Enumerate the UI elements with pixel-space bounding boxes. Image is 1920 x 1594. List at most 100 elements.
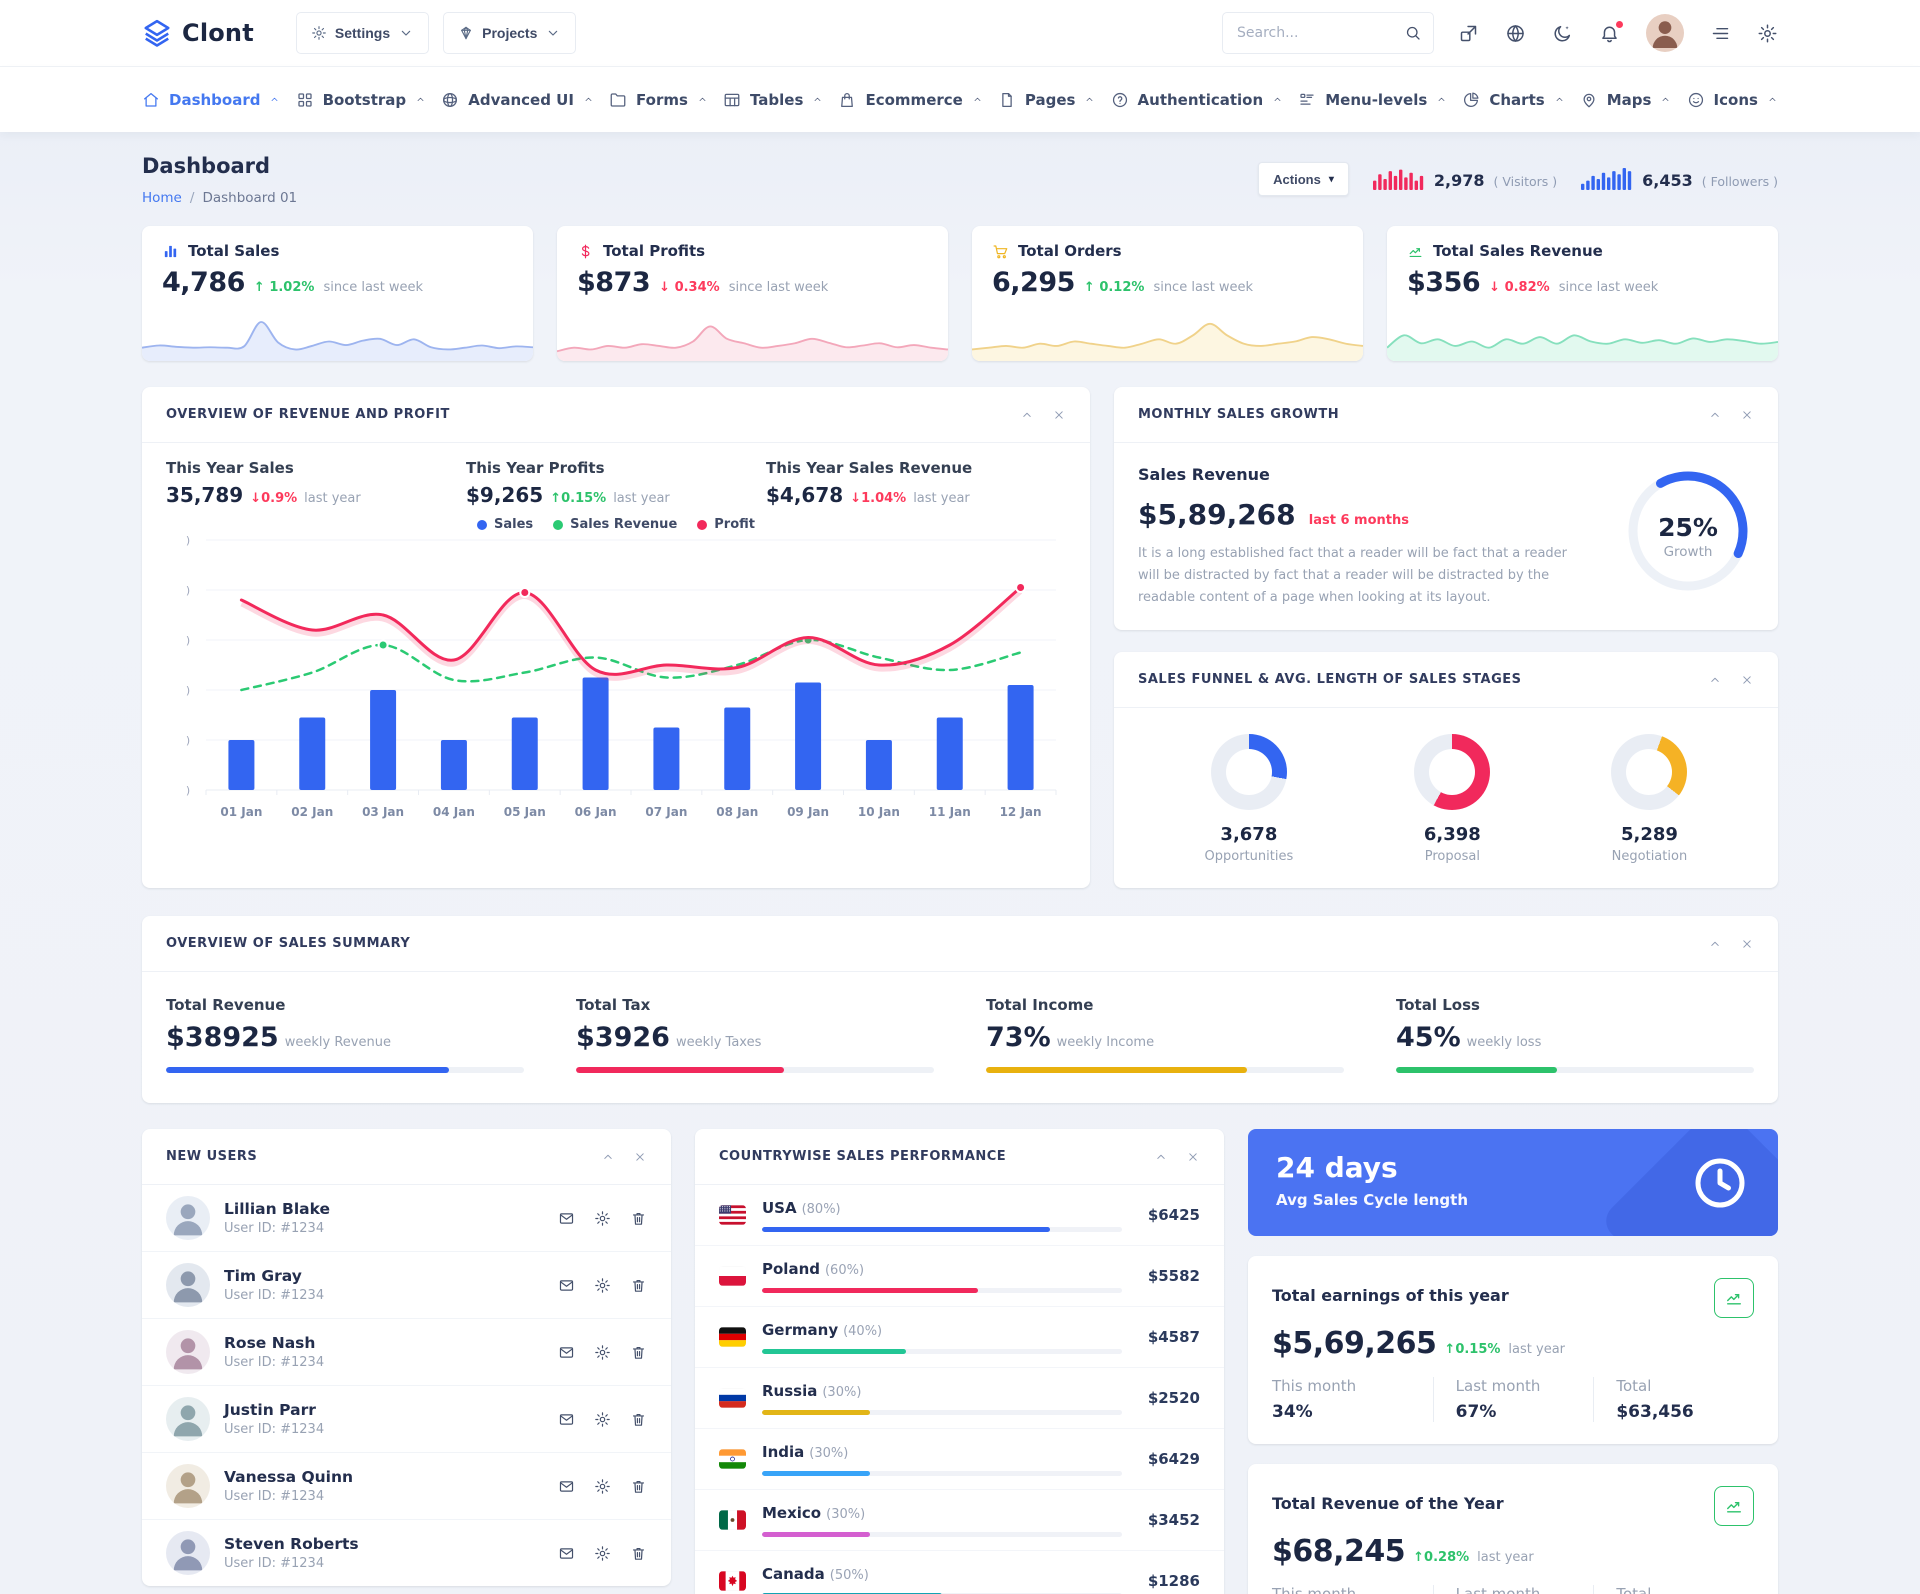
user-row-steven-roberts: Steven Roberts User ID: #1234 [142, 1519, 671, 1586]
collapse-panel-icon[interactable] [601, 1150, 615, 1164]
nav-item-dashboard[interactable]: Dashboard [142, 91, 280, 109]
fullscreen-icon[interactable] [1458, 23, 1479, 44]
nav-item-charts[interactable]: Charts [1462, 91, 1564, 109]
legend-dot [697, 519, 708, 530]
legend-item-profit[interactable]: Profit [697, 517, 755, 532]
svg-text:): ) [186, 734, 190, 747]
this-month-stat: This month 34% [1272, 1377, 1357, 1423]
growth-radial-chart: 25% Growth [1622, 465, 1754, 608]
gear-icon[interactable] [594, 1210, 611, 1227]
nav-item-pages[interactable]: Pages [998, 91, 1096, 109]
trash-icon[interactable] [630, 1344, 647, 1361]
legend-item-sales[interactable]: Sales [476, 517, 533, 532]
trash-icon[interactable] [630, 1411, 647, 1428]
chevron-down-icon [398, 25, 414, 41]
collapse-panel-icon[interactable] [1154, 1150, 1168, 1164]
growth-value: $5,89,268 [1138, 498, 1296, 531]
home-icon [142, 91, 160, 109]
grid-icon [296, 91, 314, 109]
country-percent: (40%) [843, 1324, 883, 1340]
mail-icon[interactable] [558, 1210, 575, 1227]
user-name: Steven Roberts [224, 1535, 359, 1554]
nav-item-label: Ecommerce [865, 90, 963, 109]
collapse-panel-icon[interactable] [1020, 408, 1034, 422]
breadcrumb-home-link[interactable]: Home [142, 190, 182, 206]
close-panel-icon[interactable] [1740, 673, 1754, 687]
nav-item-label: Charts [1489, 90, 1545, 109]
user-row-tim-gray: Tim Gray User ID: #1234 [142, 1251, 671, 1318]
nav-item-authentication[interactable]: Authentication [1111, 91, 1284, 109]
nav-item-label: Tables [750, 90, 804, 109]
actions-dropdown-button[interactable]: Actions ▾ [1258, 162, 1349, 196]
collapse-panel-icon[interactable] [1708, 937, 1722, 951]
nav-item-menu-levels[interactable]: Menu-levels [1298, 91, 1447, 109]
country-percent: (30%) [822, 1385, 862, 1401]
close-panel-icon[interactable] [633, 1150, 647, 1164]
card-note: since last week [1558, 280, 1659, 295]
progress-fill [166, 1067, 449, 1074]
mail-icon[interactable] [558, 1411, 575, 1428]
nav-item-tables[interactable]: Tables [723, 91, 823, 109]
nav-item-forms[interactable]: Forms [609, 91, 708, 109]
gear-icon[interactable] [594, 1277, 611, 1294]
nav-item-icons[interactable]: Icons [1687, 91, 1778, 109]
dark-mode-moon-icon[interactable] [1552, 23, 1573, 44]
revenue-chart-button[interactable] [1714, 1486, 1754, 1527]
trend-icon [1724, 1496, 1744, 1516]
nav-item-maps[interactable]: Maps [1580, 91, 1672, 109]
nav-item-bootstrap[interactable]: Bootstrap [296, 91, 427, 109]
projects-dropdown-button[interactable]: Projects [443, 12, 577, 54]
legend-item-sales-revenue[interactable]: Sales Revenue [553, 517, 677, 532]
actions-label: Actions [1273, 171, 1321, 187]
close-panel-icon[interactable] [1186, 1150, 1200, 1164]
close-panel-icon[interactable] [1052, 408, 1066, 422]
trash-icon[interactable] [630, 1545, 647, 1562]
user-avatar[interactable] [1646, 14, 1684, 52]
gear-icon[interactable] [594, 1344, 611, 1361]
country-amount: $6425 [1147, 1206, 1200, 1225]
barchart-icon [162, 243, 179, 260]
country-row-russia: Russia (30%) $2520 [695, 1367, 1224, 1428]
sphere-icon [441, 91, 459, 109]
language-globe-icon[interactable] [1505, 23, 1526, 44]
caret-up-icon [1554, 94, 1565, 105]
mail-icon[interactable] [558, 1277, 575, 1294]
trash-icon[interactable] [630, 1277, 647, 1294]
mail-icon[interactable] [558, 1478, 575, 1495]
donut-chart [1414, 734, 1491, 811]
mail-icon[interactable] [558, 1344, 575, 1361]
card-title: Total Sales [188, 242, 280, 260]
user-id: User ID: #1234 [224, 1556, 325, 1572]
user-id: User ID: #1234 [224, 1288, 325, 1304]
nav-item-advanced-ui[interactable]: Advanced UI [441, 91, 594, 109]
svg-text:03 Jan: 03 Jan [362, 805, 404, 819]
brand: Clont [142, 18, 254, 48]
svg-text:05 Jan: 05 Jan [504, 805, 546, 819]
gear-icon[interactable] [594, 1545, 611, 1562]
close-panel-icon[interactable] [1740, 937, 1754, 951]
nav-item-ecommerce[interactable]: Ecommerce [838, 91, 982, 109]
collapse-panel-icon[interactable] [1708, 408, 1722, 422]
gear-icon[interactable] [594, 1411, 611, 1428]
trash-icon[interactable] [630, 1478, 647, 1495]
gear-icon[interactable] [594, 1478, 611, 1495]
nav-item-label: Advanced UI [468, 90, 574, 109]
earnings-chart-button[interactable] [1714, 1278, 1754, 1319]
menu-lines-icon[interactable] [1710, 23, 1731, 44]
country-row-mexico: Mexico (30%) $3452 [695, 1489, 1224, 1550]
close-panel-icon[interactable] [1740, 408, 1754, 422]
settings-gear-icon[interactable] [1757, 23, 1778, 44]
poland-flag-icon [719, 1266, 746, 1287]
search-input[interactable] [1222, 12, 1434, 54]
settings-dropdown-button[interactable]: Settings [295, 12, 430, 54]
this-year-profits-stat: This Year Profits $9,265 ↑0.15% last yea… [466, 459, 670, 507]
funnel-stage-negotiation: 5,289 Negotiation [1611, 734, 1688, 864]
bag-icon [838, 91, 856, 109]
growth-percent-label: Growth [1663, 544, 1713, 561]
collapse-panel-icon[interactable] [1708, 673, 1722, 687]
search-icon[interactable] [1404, 24, 1422, 42]
trash-icon[interactable] [630, 1210, 647, 1227]
country-amount: $2520 [1147, 1389, 1200, 1408]
mail-icon[interactable] [558, 1545, 575, 1562]
notifications-bell-icon[interactable] [1599, 19, 1624, 44]
